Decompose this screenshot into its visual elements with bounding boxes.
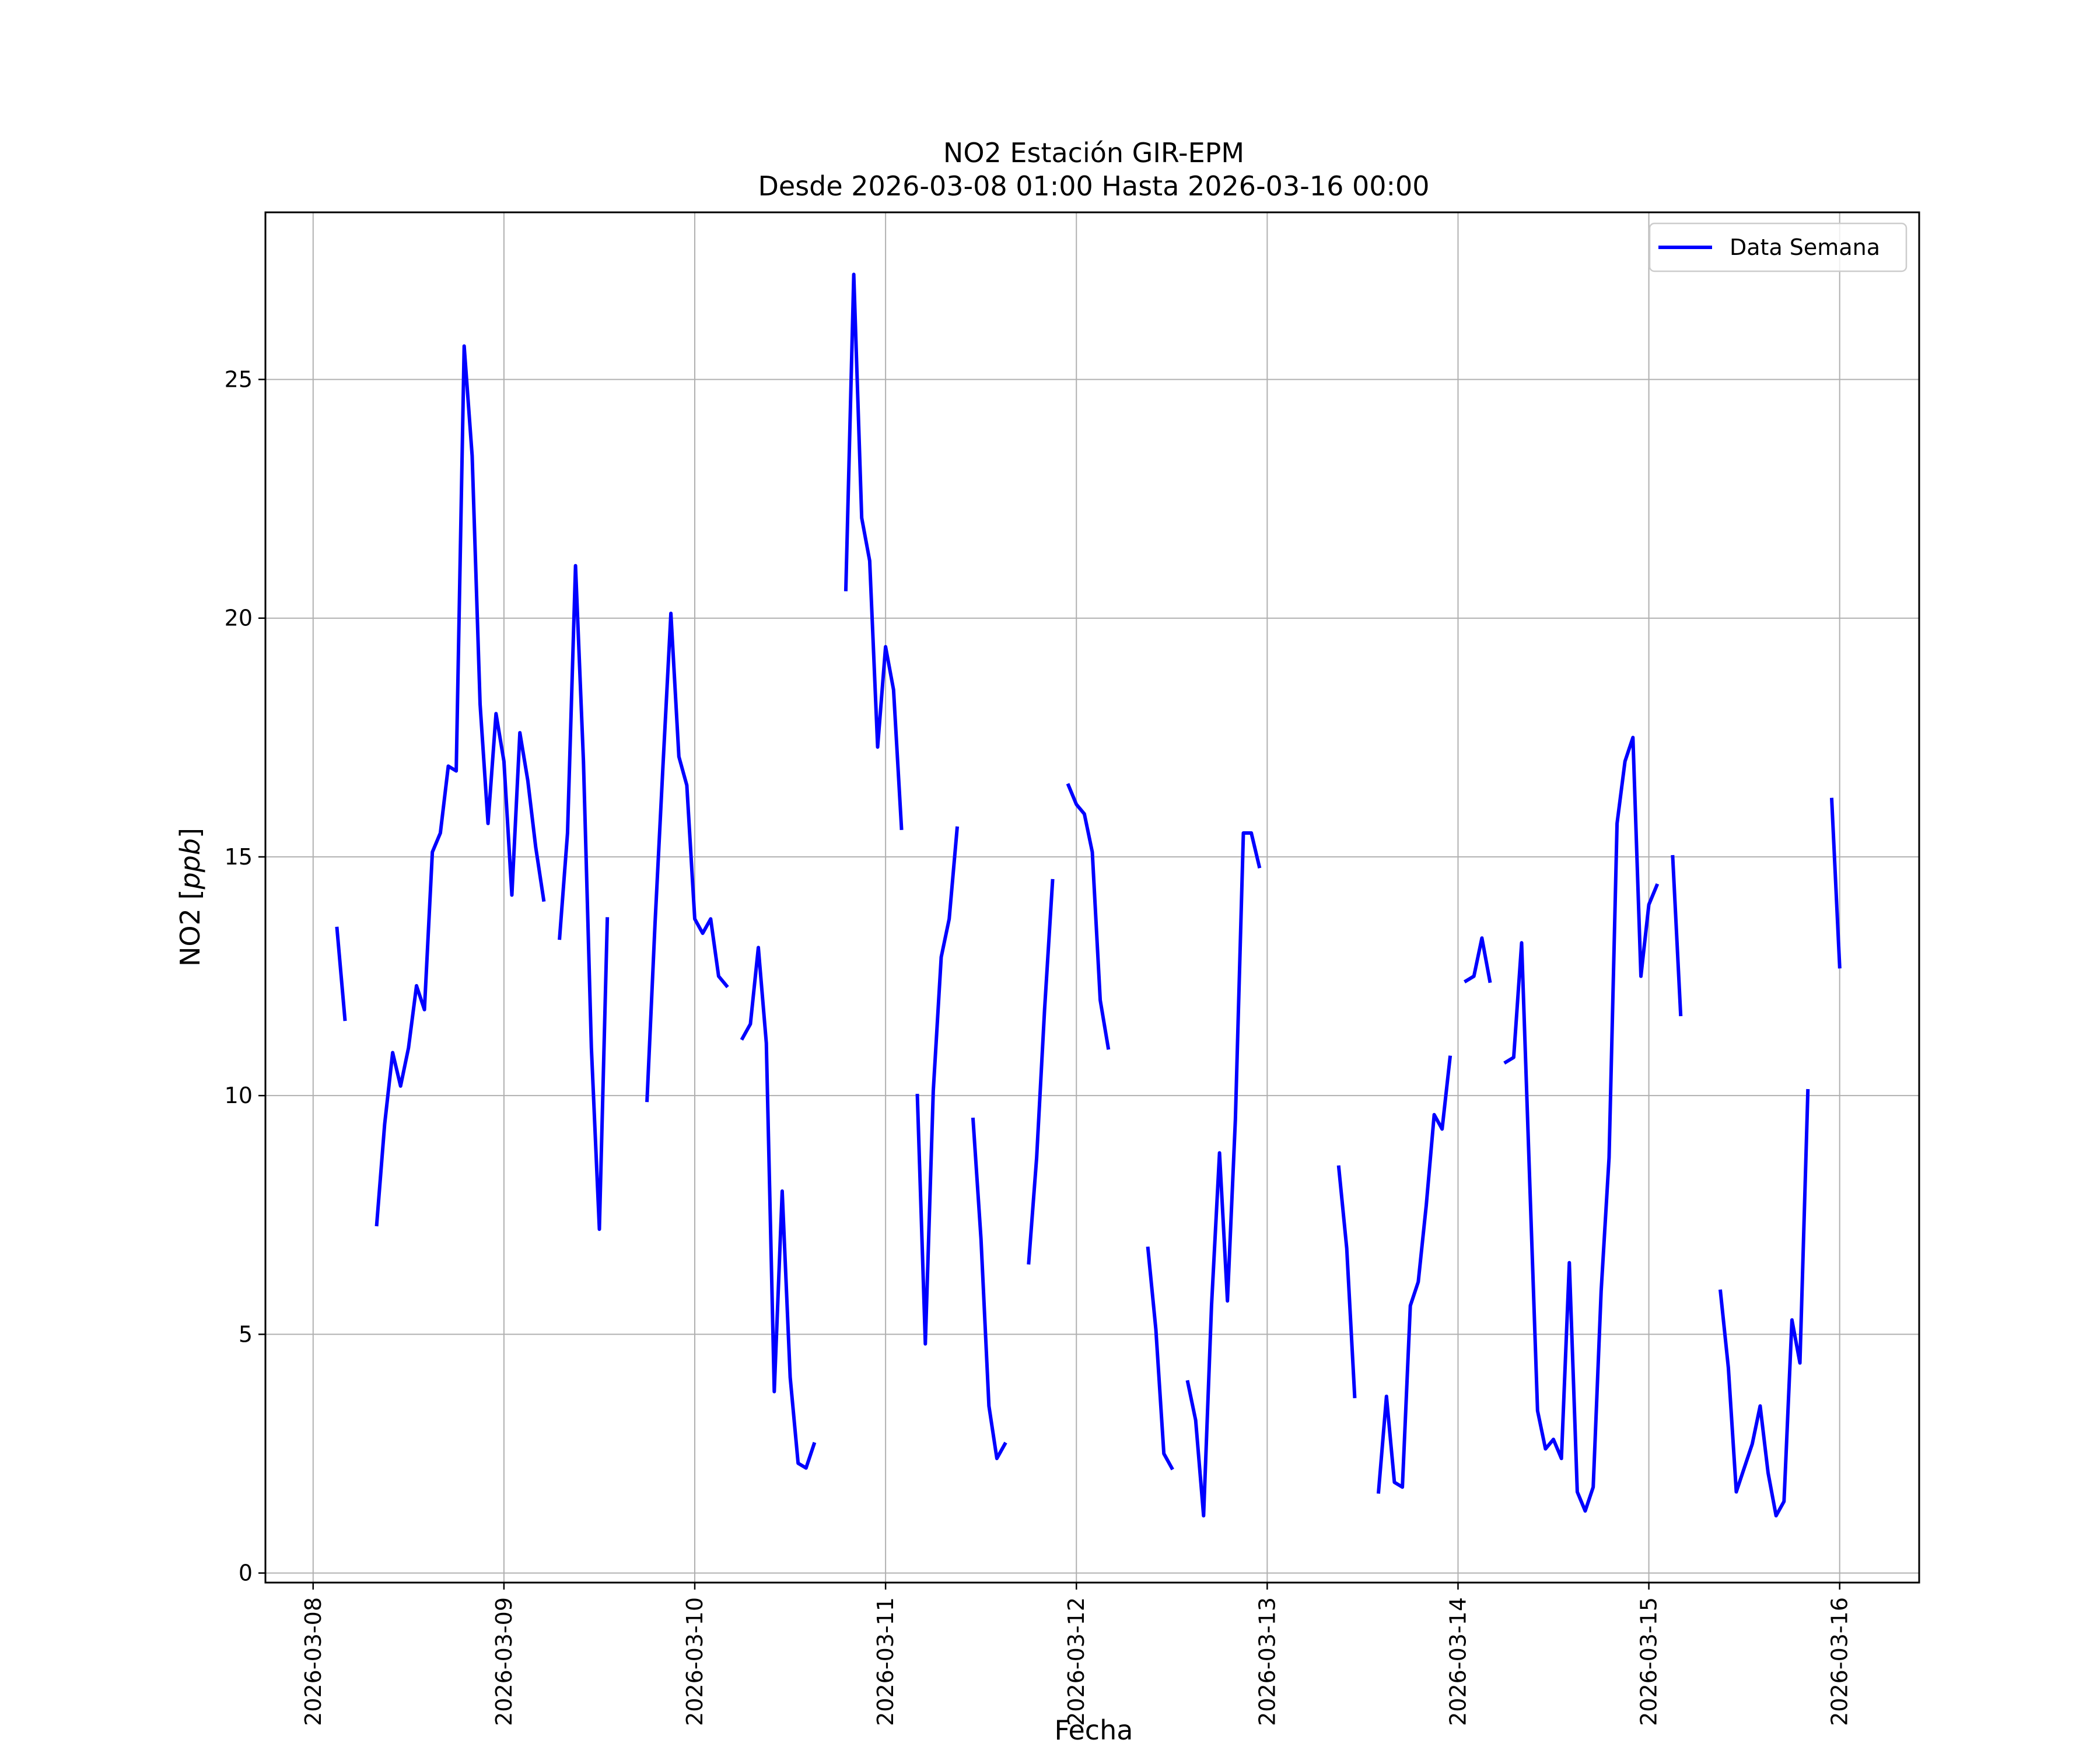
series-line-segment xyxy=(1503,736,1660,1513)
y-axis-label: NO2 [ppb] xyxy=(174,828,206,967)
x-tick-label: 2026-03-14 xyxy=(1445,1597,1471,1726)
x-tick-label: 2026-03-11 xyxy=(873,1597,898,1726)
y-tick-label: 20 xyxy=(225,606,253,631)
legend-label-data-semana: Data Semana xyxy=(1730,235,1880,260)
y-axis-ticks: 0 5 10 15 20 25 xyxy=(225,366,265,1586)
y-tick-label: 25 xyxy=(225,366,253,392)
series-line-segment xyxy=(558,564,610,1231)
y-axis-label-unit: ppb xyxy=(174,838,206,890)
series-line-segment xyxy=(1027,878,1055,1265)
series-line-segment xyxy=(1066,783,1111,1050)
x-tick-label: 2026-03-08 xyxy=(300,1597,326,1726)
x-axis-ticks: 2026-03-08 2026-03-09 2026-03-10 2026-03-11… xyxy=(300,1583,1853,1726)
x-tick-label: 2026-03-12 xyxy=(1063,1597,1089,1726)
series-line-segment xyxy=(1718,1088,1810,1518)
y-tick-label: 5 xyxy=(239,1321,253,1347)
series-line-segment xyxy=(1829,797,1842,969)
x-tick-label: 2026-03-09 xyxy=(491,1597,517,1726)
y-tick-label: 0 xyxy=(239,1560,253,1586)
y-axis-label-open: [ xyxy=(174,890,206,900)
series-line-segment xyxy=(1463,936,1492,984)
x-tick-label: 2026-03-16 xyxy=(1827,1597,1853,1726)
x-tick-label: 2026-03-13 xyxy=(1254,1597,1280,1726)
y-tick-label: 10 xyxy=(225,1083,253,1108)
series-line-segment xyxy=(1146,1246,1174,1471)
chart-subtitle: Desde 2026-03-08 01:00 Hasta 2026-03-16 … xyxy=(758,170,1429,202)
y-axis-label-close: ] xyxy=(174,828,206,838)
series-line-segment xyxy=(971,1117,1007,1461)
chart-title: NO2 Estación GIR-EPM xyxy=(943,137,1244,169)
series-line-segment xyxy=(1185,831,1262,1518)
legend: Data Semana xyxy=(1648,222,1908,272)
plot-frame xyxy=(264,211,1920,1584)
series-line-segment xyxy=(1376,1055,1452,1494)
series-data-semana xyxy=(335,272,1842,1518)
x-tick-label: 2026-03-10 xyxy=(682,1597,708,1726)
x-axis-label: Fecha xyxy=(1055,1714,1133,1746)
series-line-segment xyxy=(740,946,817,1470)
y-axis-label-main: NO2 xyxy=(174,900,206,967)
series-line-segment xyxy=(1671,855,1683,1017)
series-line-segment xyxy=(335,926,347,1021)
x-tick-label: 2026-03-15 xyxy=(1636,1597,1662,1726)
legend-box xyxy=(1648,222,1908,272)
series-line-segment xyxy=(374,344,546,1227)
series-line-segment xyxy=(844,272,904,830)
series-line-segment xyxy=(1336,1165,1357,1398)
series-line-segment xyxy=(915,826,960,1346)
grid xyxy=(265,212,1919,1583)
y-tick-label: 15 xyxy=(225,844,253,870)
series-line-segment xyxy=(645,611,729,1102)
